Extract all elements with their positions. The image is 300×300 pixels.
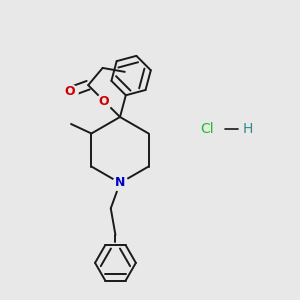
Text: O: O	[64, 85, 75, 98]
Text: Cl: Cl	[200, 122, 214, 136]
Text: H: H	[242, 122, 253, 136]
Text: O: O	[99, 94, 110, 108]
Text: N: N	[115, 176, 125, 190]
